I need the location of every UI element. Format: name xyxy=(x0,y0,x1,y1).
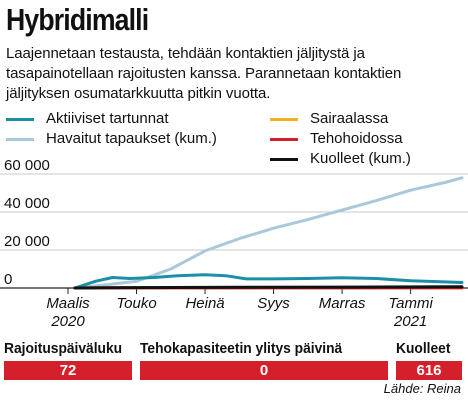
stat-label-capacity-exceeded-days: Tehokapasiteetin ylitys päivinä xyxy=(140,340,343,357)
stats-bar: Rajoituspäiväluku 72 Tehokapasiteetin yl… xyxy=(0,340,468,382)
y-tick-label: 0 xyxy=(4,271,12,288)
grid-lines xyxy=(0,173,468,289)
y-tick-label: 40 000 xyxy=(4,195,50,212)
legend-swatch-intensive-care xyxy=(270,138,298,141)
series-line-kuolleet-kum xyxy=(73,285,464,290)
x-tick-label: Maalis xyxy=(46,295,90,312)
stat-label-deaths: Kuolleet xyxy=(396,340,451,357)
chart-title: Hybridimalli xyxy=(6,2,149,37)
legend-label-intensive-care: Tehohoidossa xyxy=(310,130,403,147)
x-tick-label-year: 2020 xyxy=(50,313,85,330)
x-tick-label-year: 2021 xyxy=(393,313,427,330)
stat-value-capacity-exceeded-days: 0 xyxy=(140,361,388,380)
x-tick-label: Tammi xyxy=(388,295,433,312)
chart-subtitle: Laajennetaan testausta, tehdään kontakti… xyxy=(6,45,402,102)
legend-label-deaths: Kuolleet (kum.) xyxy=(310,150,411,167)
legend-swatch-active-infections xyxy=(6,118,34,121)
x-tick-label: Touko xyxy=(116,295,156,312)
legend-swatch-deaths xyxy=(270,158,298,161)
stat-label-restriction-days: Rajoituspäiväluku xyxy=(4,340,123,357)
y-tick-label: 60 000 xyxy=(4,160,50,174)
x-tick-label: Marras xyxy=(319,295,366,312)
legend-label-cumulative-cases: Havaitut tapaukset (kum.) xyxy=(46,130,217,147)
chart-legend: Aktiiviset tartunnat Havaitut tapaukset … xyxy=(0,110,468,170)
series-line-havaitut-tapaukset-kum xyxy=(73,176,464,290)
source-note: Lähde: Reina xyxy=(383,381,461,396)
stat-value-restriction-days: 72 xyxy=(4,361,132,380)
legend-swatch-hospitalized xyxy=(270,118,298,121)
legend-label-active-infections: Aktiiviset tartunnat xyxy=(46,110,169,127)
series-line-aktiiviset-tartunnat xyxy=(73,273,464,290)
y-axis-tick-labels: 0 20 000 40 000 60 000 xyxy=(4,160,50,288)
legend-label-hospitalized: Sairaalassa xyxy=(310,110,389,127)
y-tick-label: 20 000 xyxy=(4,233,50,250)
x-tick-label: Syys xyxy=(257,295,290,312)
x-tick-label: Heinä xyxy=(185,295,224,312)
legend-swatch-cumulative-cases xyxy=(6,138,34,141)
chart-series xyxy=(73,176,464,290)
stat-value-deaths: 616 xyxy=(396,361,462,380)
